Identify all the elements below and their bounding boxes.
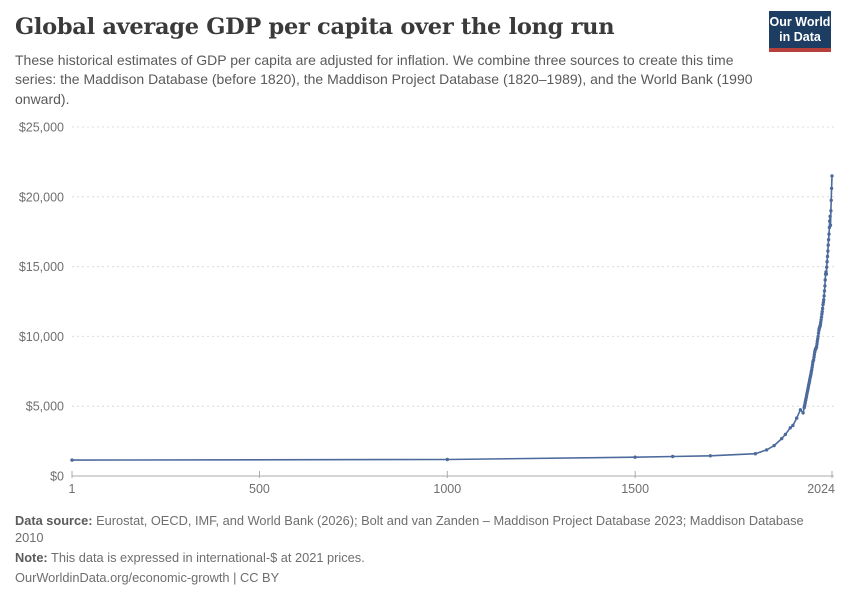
data-source-text: Eurostat, OECD, IMF, and World Bank (202… <box>15 513 804 546</box>
svg-text:$15,000: $15,000 <box>19 260 64 274</box>
chart-footer: Data source: Eurostat, OECD, IMF, and Wo… <box>15 512 815 588</box>
license-text: | CC BY <box>229 570 280 586</box>
svg-text:$5,000: $5,000 <box>26 400 64 414</box>
owid-logo: Our World in Data <box>769 11 831 52</box>
svg-text:$10,000: $10,000 <box>19 330 64 344</box>
owid-logo-line2: in Data <box>779 29 821 44</box>
svg-text:500: 500 <box>249 482 270 496</box>
data-source-label: Data source: <box>15 513 93 528</box>
data-source-line: Data source: Eurostat, OECD, IMF, and Wo… <box>15 512 815 547</box>
svg-text:2024: 2024 <box>807 482 835 496</box>
note-label: Note: <box>15 549 48 565</box>
svg-text:1: 1 <box>69 482 76 496</box>
chart-subtitle: These historical estimates of GDP per ca… <box>15 52 753 107</box>
svg-text:$25,000: $25,000 <box>19 121 64 135</box>
owid-logo-line1: Our World <box>769 15 831 29</box>
svg-text:1500: 1500 <box>621 482 649 496</box>
citation-line: OurWorldinData.org/economic-growth | CC … <box>15 569 815 586</box>
note-line: Note: This data is expressed in internat… <box>15 549 815 566</box>
owid-url-link[interactable]: OurWorldinData.org/economic-growth <box>15 570 230 586</box>
svg-text:1000: 1000 <box>433 482 461 496</box>
note-text: This data is expressed in international-… <box>47 549 365 565</box>
svg-text:$0: $0 <box>50 470 64 484</box>
page-title: Global average GDP per capita over the l… <box>15 14 615 40</box>
svg-text:$20,000: $20,000 <box>19 190 64 204</box>
